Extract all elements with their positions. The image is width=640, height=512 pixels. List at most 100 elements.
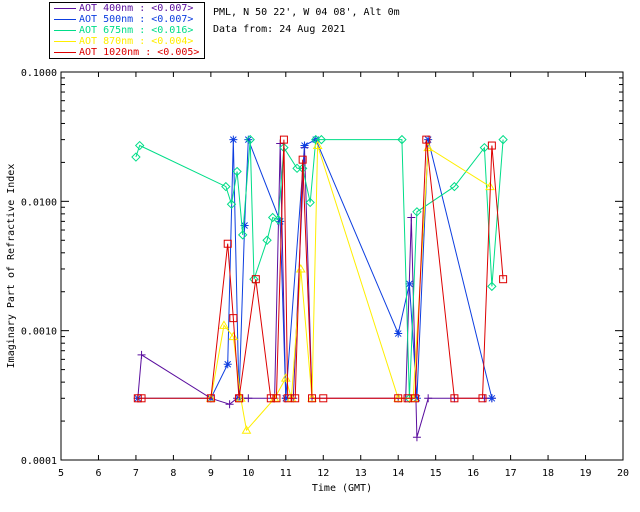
y-tick-label: 0.0100	[21, 197, 57, 208]
x-tick-label: 5	[58, 468, 64, 479]
data-point-triangle	[228, 331, 239, 341]
data-point-asterisk	[405, 279, 414, 288]
legend-item-1020nm: AOT 1020nm : <0.005>	[54, 47, 204, 58]
data-point-triangle	[219, 320, 229, 329]
data-point-square	[251, 275, 260, 284]
x-tick-label: 8	[170, 468, 176, 479]
data-point-square	[137, 394, 146, 403]
data-point-asterisk	[223, 360, 232, 369]
data-point-asterisk	[300, 141, 309, 150]
legend-item-870nm: AOT 870nm : <0.004>	[54, 36, 204, 47]
data-point-square	[266, 394, 275, 403]
series-line	[137, 139, 504, 399]
legend-item-675nm: AOT 675nm : <0.016>	[54, 25, 204, 36]
legend-label: AOT 400nm : <0.007>	[79, 3, 194, 14]
data-point-triangle	[206, 393, 216, 402]
data-point-square	[223, 239, 232, 248]
data-point-plus	[407, 213, 416, 222]
legend-label: AOT 500nm : <0.007>	[79, 14, 194, 25]
x-tick-label: 13	[355, 468, 367, 479]
data-point-diamond	[479, 142, 490, 153]
x-tick-label: 12	[317, 468, 329, 479]
data-point-asterisk	[394, 329, 403, 338]
y-tick-label: 0.1000	[21, 68, 57, 79]
data-point-diamond	[273, 215, 284, 225]
data-point-square	[478, 394, 487, 403]
data-point-triangle	[393, 393, 404, 402]
series-3	[206, 140, 495, 434]
data-point-asterisk	[424, 135, 433, 144]
x-tick-label: 16	[467, 468, 479, 479]
data-point-square	[234, 394, 243, 403]
data-point-square	[298, 155, 307, 164]
legend-swatch	[54, 41, 76, 42]
x-axis-label: Time (GMT)	[312, 483, 372, 494]
data-point-diamond	[245, 134, 255, 145]
data-point-diamond	[316, 134, 327, 145]
data-point-triangle	[312, 140, 323, 150]
data-point-square	[206, 394, 215, 403]
data-point-plus	[244, 394, 253, 403]
data-point-diamond	[397, 134, 407, 145]
data-point-plus	[412, 433, 421, 442]
data-point-square	[272, 394, 281, 403]
series-line	[135, 139, 504, 399]
data-point-square	[229, 314, 238, 323]
legend-swatch	[54, 19, 76, 20]
legend-item-400nm: AOT 400nm : <0.007>	[54, 3, 204, 14]
data-point-diamond	[262, 235, 272, 245]
data-point-asterisk	[412, 394, 421, 403]
data-point-diamond	[498, 134, 508, 145]
data-point-plus	[137, 350, 146, 359]
x-tick-label: 18	[542, 468, 554, 479]
x-tick-label: 6	[95, 468, 101, 479]
data-point-triangle	[307, 393, 317, 402]
data-point-diamond	[221, 181, 231, 192]
x-tick-label: 9	[208, 468, 214, 479]
x-tick-label: 17	[505, 468, 517, 479]
data-point-square	[394, 394, 403, 403]
data-point-diamond	[487, 281, 497, 292]
data-point-square	[422, 135, 431, 144]
plot-frame	[60, 71, 624, 461]
data-point-square	[319, 394, 328, 403]
x-tick-label: 19	[580, 468, 592, 479]
series-line	[137, 138, 493, 399]
data-point-diamond	[232, 166, 242, 177]
legend-swatch	[54, 30, 76, 31]
data-point-diamond	[134, 140, 145, 151]
x-tick-label: 11	[280, 468, 292, 479]
data-point-asterisk	[281, 394, 290, 403]
legend-swatch	[54, 52, 76, 53]
legend-swatch	[54, 8, 76, 9]
data-point-diamond	[412, 207, 422, 217]
site-location: PML, N 50 22', W 04 08', Alt 0m	[213, 7, 400, 18]
data-point-square	[308, 394, 317, 403]
x-tick-label: 20	[617, 468, 629, 479]
data-point-asterisk	[229, 135, 238, 144]
data-point-square	[291, 394, 300, 403]
x-tick-label: 14	[392, 468, 404, 479]
data-point-triangle	[241, 425, 252, 434]
data-point-square	[411, 394, 420, 403]
x-tick-label: 7	[133, 468, 139, 479]
series-line	[210, 145, 491, 432]
data-point-square	[499, 275, 508, 284]
y-axis-label: Imaginary Part of Refractive Index	[6, 164, 17, 369]
legend: AOT 400nm : <0.007> AOT 500nm : <0.007> …	[49, 2, 205, 59]
series-4	[133, 135, 508, 403]
data-date: Data from: 24 Aug 2021	[213, 24, 346, 35]
y-tick-label: 0.0001	[21, 456, 57, 467]
data-point-diamond	[238, 230, 248, 240]
data-point-diamond	[267, 212, 278, 223]
data-point-square	[450, 394, 459, 403]
legend-label: AOT 675nm : <0.016>	[79, 25, 194, 36]
y-tick-label: 0.0010	[21, 327, 57, 338]
legend-label: AOT 870nm : <0.004>	[79, 36, 194, 47]
data-point-diamond	[305, 197, 315, 208]
data-point-diamond	[131, 152, 141, 162]
data-point-plus	[424, 394, 433, 403]
data-point-asterisk	[244, 135, 253, 144]
legend-item-500nm: AOT 500nm : <0.007>	[54, 14, 204, 25]
